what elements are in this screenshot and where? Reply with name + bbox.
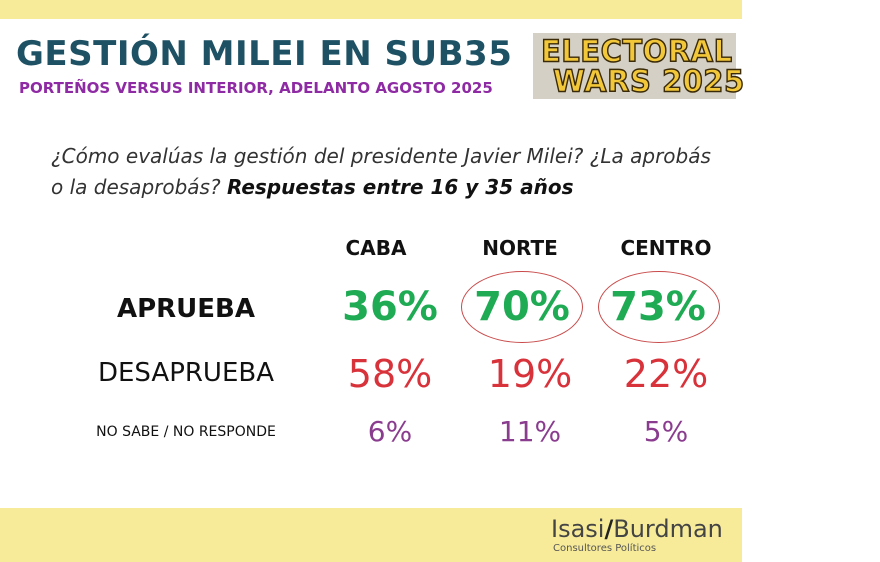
logo-line-1: ELECTORAL [540, 32, 733, 69]
row-label-aprueba: APRUEBA [116, 294, 255, 324]
top-band [0, 0, 742, 19]
row-label-desaprueba: DESAPRUEBA [97, 358, 275, 388]
survey-question: ¿Cómo evalúas la gestión del presidente … [51, 141, 711, 203]
value-caba-no-sabe: 6% [367, 415, 413, 448]
value-norte-no-sabe: 11% [498, 415, 562, 448]
row-label-no-sabe: NO SABE / NO RESPONDE [96, 424, 276, 440]
value-caba-desaprueba: 58% [347, 352, 433, 396]
page-subtitle: PORTEÑOS VERSUS INTERIOR, ADELANTO AGOST… [19, 79, 493, 97]
brand-subtitle: Consultores Políticos [553, 543, 657, 554]
value-centro-desaprueba: 22% [623, 352, 709, 396]
value-norte-aprueba: 70% [474, 284, 570, 330]
logo-line-2: WARS 2025 [552, 62, 745, 99]
brand-logo: Isasi/Burdman [551, 515, 723, 543]
value-norte-desaprueba: 19% [487, 352, 573, 396]
brand-left: Isasi [551, 515, 605, 543]
electoral-wars-logo: ELECTORAL WARS 2025 [533, 32, 745, 100]
value-centro-aprueba: 73% [610, 284, 706, 330]
column-header-caba: CABA [345, 236, 407, 260]
value-caba-aprueba: 36% [342, 284, 438, 330]
bottom-band [0, 508, 742, 562]
brand-right: Burdman [613, 515, 723, 543]
question-text: ¿Cómo evalúas la gestión del presidente … [51, 144, 711, 199]
column-header-norte: NORTE [482, 236, 558, 260]
highlight-circle-norte [461, 271, 583, 343]
column-header-centro: CENTRO [620, 236, 712, 260]
page-title: GESTIÓN MILEI EN SUB35 [16, 34, 513, 74]
value-centro-no-sabe: 5% [643, 415, 689, 448]
question-bold: Respuestas entre 16 y 35 años [226, 175, 574, 199]
highlight-circle-centro [598, 271, 720, 343]
brand-slash: / [604, 515, 614, 543]
